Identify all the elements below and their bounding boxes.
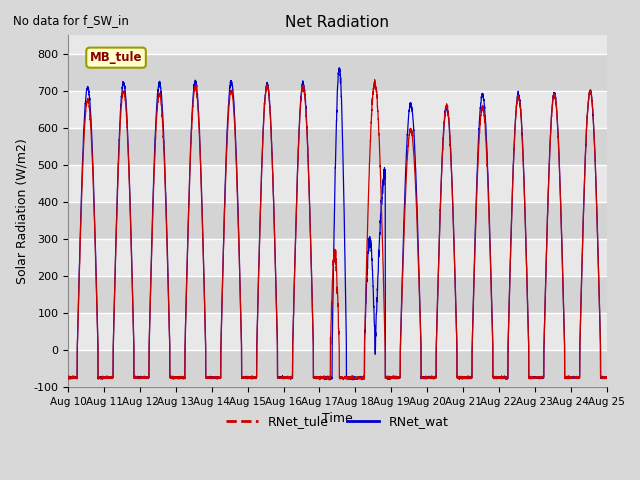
X-axis label: Time: Time (322, 412, 353, 425)
Bar (68, 54, 607, 91)
RNet_wat (317, 375, 325, 381)
Bar (68, 350, 607, 387)
RNet_wat (325, 377, 333, 383)
Bar (68, 276, 607, 313)
RNet_tule (65, 376, 72, 382)
Legend: RNet_tule, RNet_wat: RNet_tule, RNet_wat (221, 410, 454, 433)
RNet_wat (602, 376, 610, 382)
RNet_wat (335, 65, 343, 71)
RNet_wat (161, 168, 169, 174)
Y-axis label: Solar Radiation (W/m2): Solar Radiation (W/m2) (15, 138, 28, 284)
RNet_tule (317, 374, 325, 380)
Bar (68, 128, 607, 165)
RNet_wat (603, 374, 611, 380)
Title: Net Radiation: Net Radiation (285, 15, 389, 30)
RNet_tule (429, 375, 436, 381)
RNet_tule (458, 374, 466, 380)
Bar (68, 91, 607, 128)
Bar (68, 239, 607, 276)
RNet_tule (371, 77, 378, 83)
RNet_tule (339, 377, 347, 383)
RNet_tule (602, 374, 610, 380)
RNet_wat (489, 339, 497, 345)
RNet_tule (489, 338, 497, 344)
RNet_tule (603, 374, 611, 380)
RNet_wat (458, 374, 466, 380)
Line: RNet_wat: RNet_wat (68, 68, 607, 380)
Bar (68, 165, 607, 202)
RNet_wat (429, 376, 436, 382)
Bar (68, 313, 607, 350)
Line: RNet_tule: RNet_tule (68, 80, 607, 380)
RNet_wat (65, 373, 72, 379)
Text: No data for f_SW_in: No data for f_SW_in (13, 14, 129, 27)
Bar (68, 202, 607, 239)
Text: MB_tule: MB_tule (90, 51, 142, 64)
RNet_tule (161, 177, 169, 182)
